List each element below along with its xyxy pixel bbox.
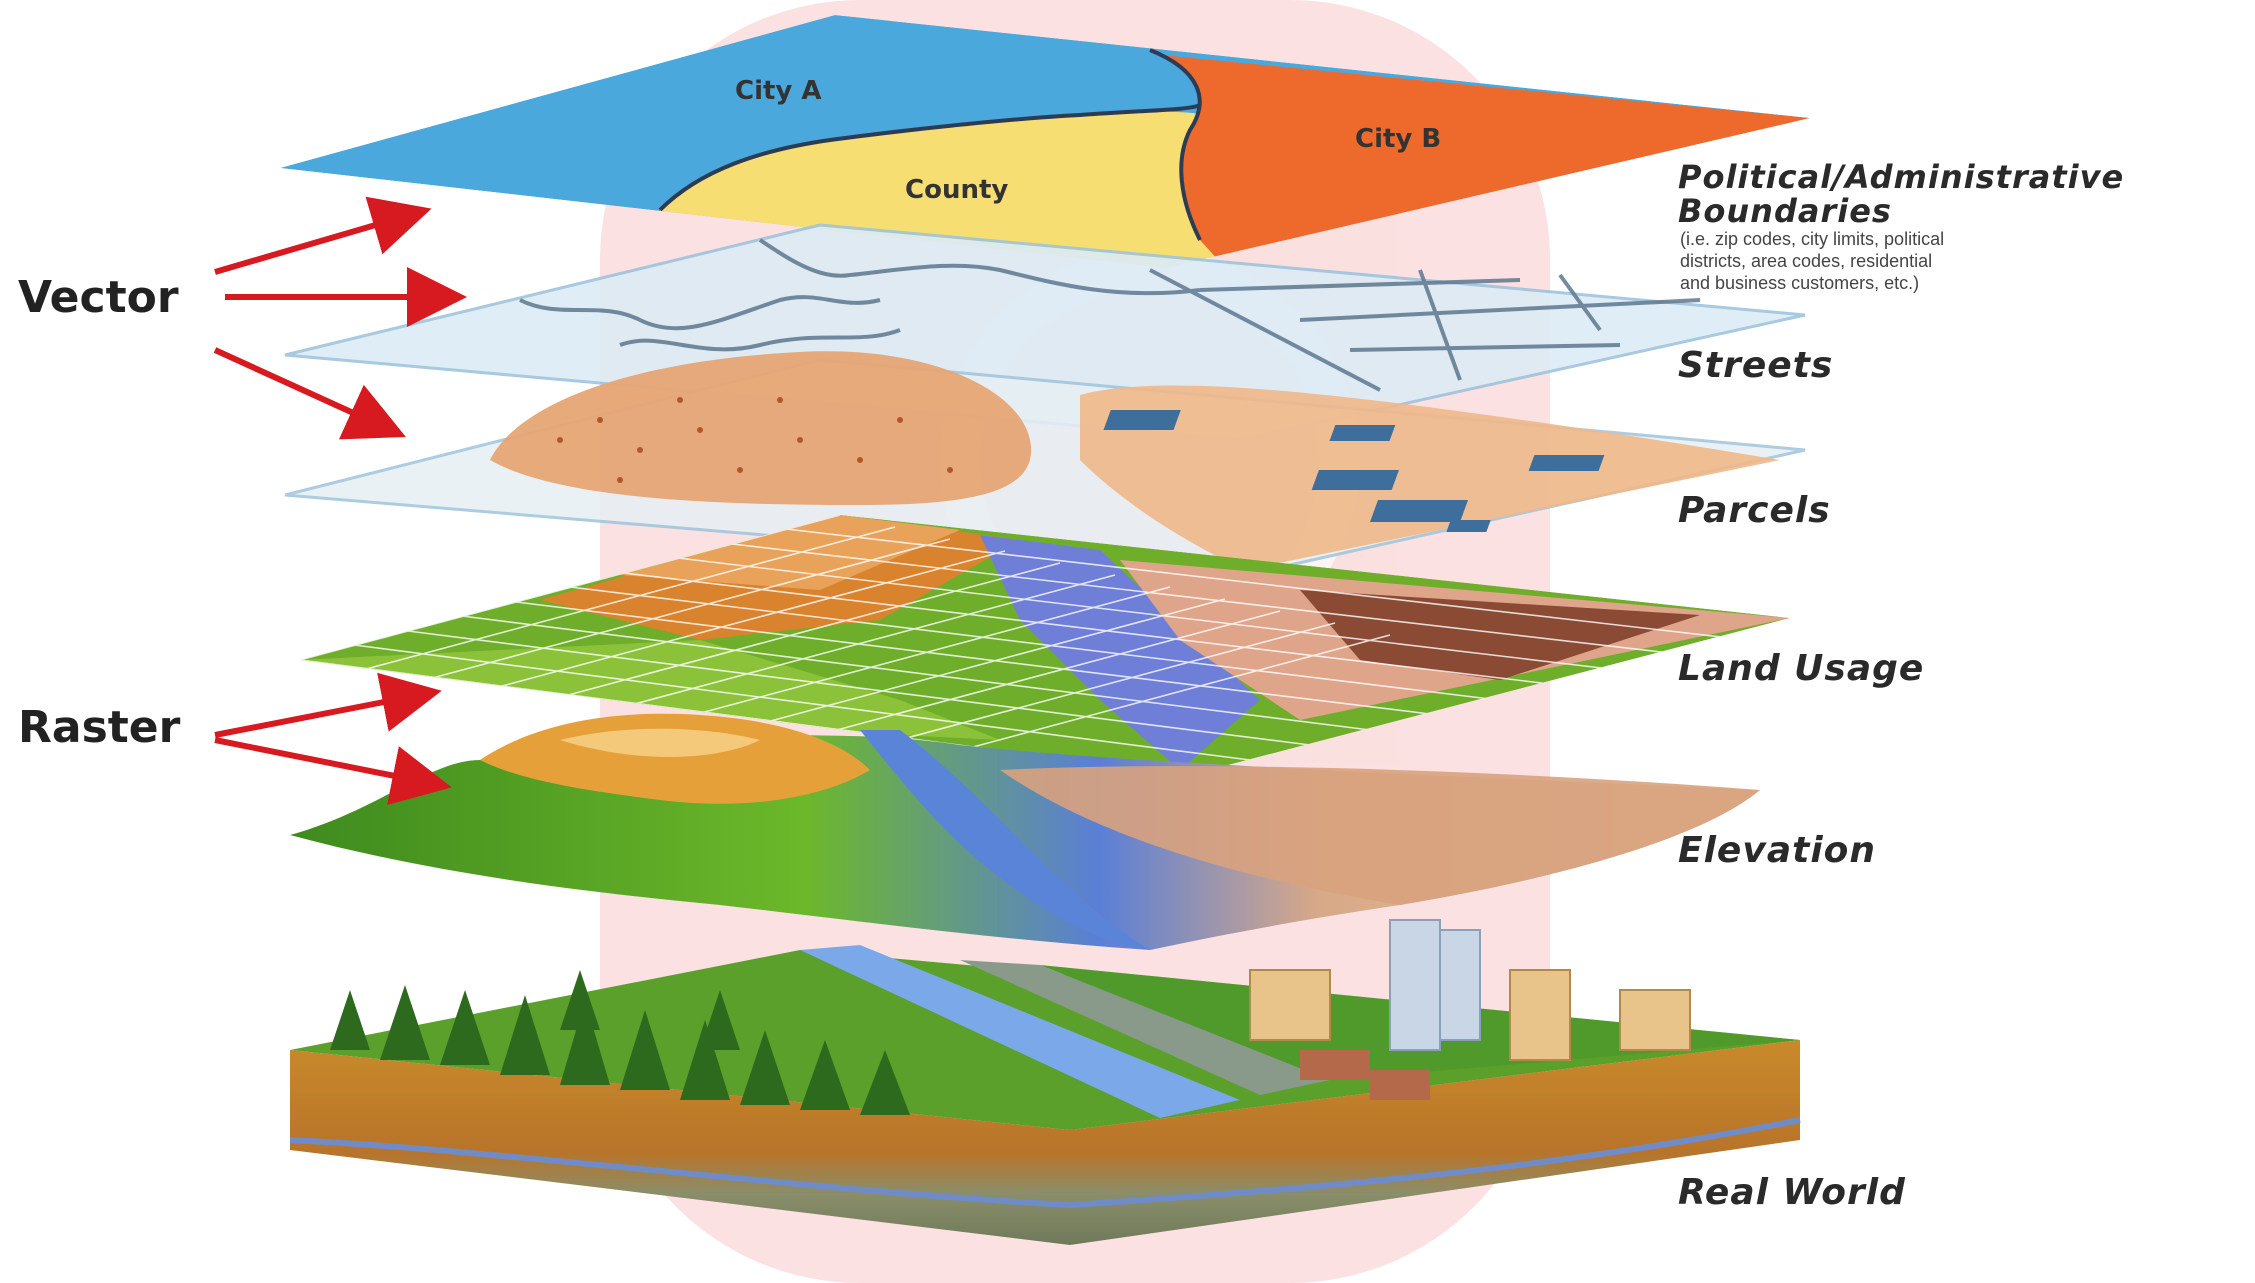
raster-label: Raster <box>18 702 181 753</box>
elevation-title: Elevation <box>1678 830 1877 871</box>
raster-arrow-to-elevation <box>214 737 452 806</box>
parcels-title: Parcels <box>1678 490 1831 531</box>
boundaries-title-line1: Political/Administrative <box>1678 158 2125 196</box>
real-world-layer <box>289 919 1801 1245</box>
real-world-title: Real World <box>1678 1172 1906 1213</box>
city-a-label: City A <box>735 76 822 106</box>
raster-arrows <box>214 672 452 806</box>
boundaries-note-line3: and business customers, etc.) <box>1680 273 1920 293</box>
land-usage-title: Land Usage <box>1678 648 1925 689</box>
boundaries-note-line2: districts, area codes, residential <box>1680 251 1933 271</box>
county-label: County <box>905 175 1009 205</box>
raster-arrow-to-land-usage <box>214 672 442 738</box>
parcels-layer <box>284 351 1806 577</box>
city-b-label: City B <box>1355 124 1442 154</box>
streets-title: Streets <box>1678 345 1834 386</box>
boundaries-title-line2: Boundaries <box>1678 192 1892 230</box>
vector-arrow-to-boundaries <box>214 196 432 275</box>
vector-arrows <box>213 196 467 440</box>
boundaries-note-line1: (i.e. zip codes, city limits, political <box>1680 229 1945 249</box>
land-usage-layer <box>300 515 1790 775</box>
elevation-layer <box>290 713 1760 950</box>
boundaries-layer <box>280 15 1810 268</box>
city-b-region <box>1150 50 1810 262</box>
vector-arrow-to-parcels <box>213 347 406 440</box>
vector-label: Vector <box>18 272 179 323</box>
